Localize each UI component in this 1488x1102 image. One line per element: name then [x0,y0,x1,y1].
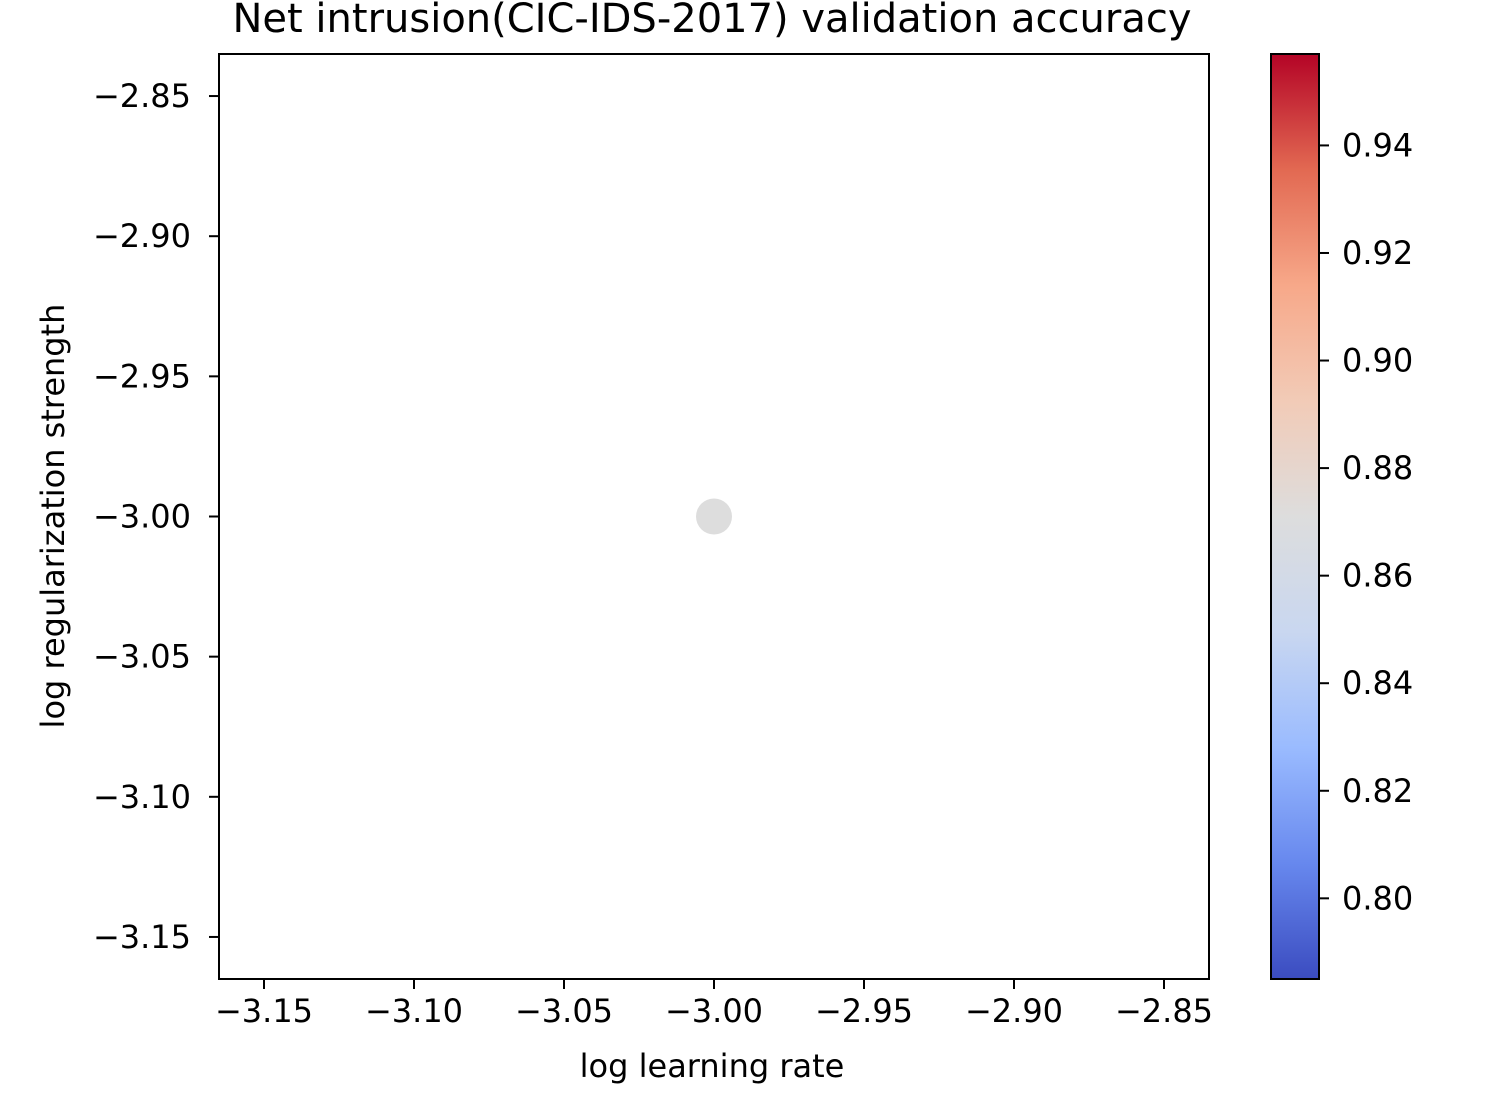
colorbar-tick-label: 0.90 [1342,342,1413,380]
y-tick-label: −2.95 [93,357,191,395]
x-axis-ticks: −3.15 −3.10 −3.05 −3.00 −2.95 −2.90 −2.85 [215,979,1213,1030]
y-tick-label: −3.00 [93,498,191,536]
y-tick-label: −2.85 [93,77,191,115]
colorbar-tick-label: 0.82 [1342,772,1413,810]
colorbar-tick-label: 0.84 [1342,664,1413,702]
y-tick-label: −3.15 [93,918,191,956]
x-tick-label: −2.90 [965,992,1063,1030]
colorbar-ticks: 0.80 0.82 0.84 0.86 0.88 0.90 0.92 0.94 [1319,126,1413,917]
colorbar [1270,53,1320,980]
colorbar-tick-label: 0.94 [1342,126,1413,164]
colorbar-tick-label: 0.80 [1342,879,1413,917]
x-axis-label: log learning rate [580,1047,845,1085]
colorbar-tick-label: 0.92 [1342,234,1413,272]
points-layer [696,498,732,535]
x-tick-label: −2.85 [1115,992,1213,1030]
y-tick-label: −2.90 [93,217,191,255]
x-tick-label: −3.10 [365,992,463,1030]
x-tick-label: −3.00 [665,992,763,1030]
colorbar-tick-label: 0.86 [1342,557,1413,595]
y-axis-label: log regularization strength [34,304,72,729]
x-tick-label: −2.95 [815,992,913,1030]
chart-title: Net intrusion(CIC-IDS-2017) validation a… [232,0,1191,42]
x-tick-label: −3.15 [215,992,313,1030]
y-tick-label: −3.10 [93,778,191,816]
data-point [696,498,732,535]
y-tick-label: −3.05 [93,638,191,676]
y-axis-ticks: −2.85 −2.90 −2.95 −3.00 −3.05 −3.10 −3.15 [93,77,219,956]
colorbar-tick-label: 0.88 [1342,449,1413,487]
x-tick-label: −3.05 [515,992,613,1030]
